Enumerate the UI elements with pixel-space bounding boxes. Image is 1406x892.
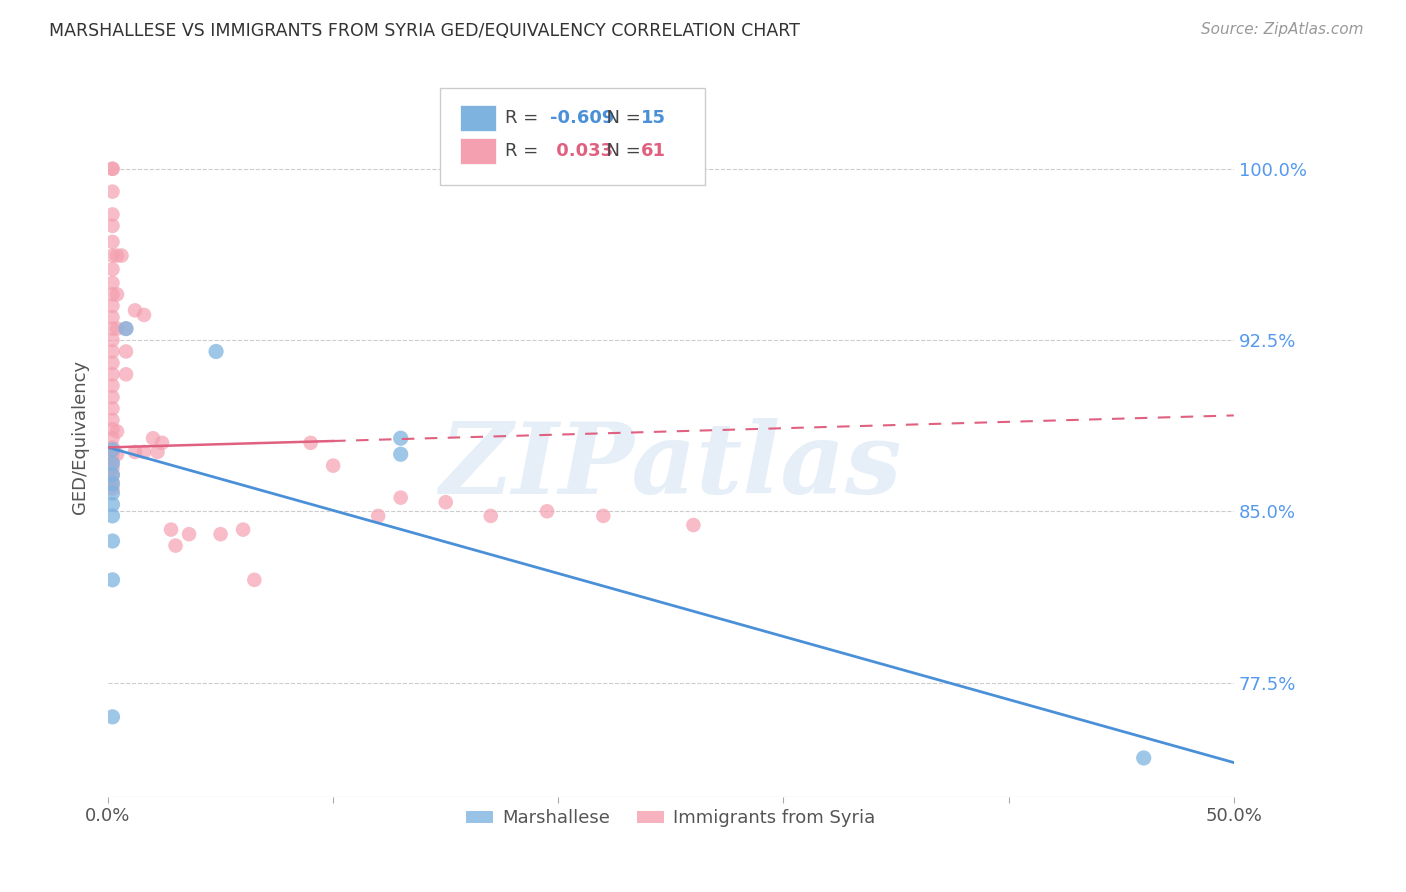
Text: R =: R = (505, 110, 544, 128)
Point (101, 498, 124, 512)
Point (243, 573, 266, 587)
Point (110, 249, 132, 263)
Point (165, 539, 187, 553)
Point (101, 299, 124, 313)
Point (101, 422, 124, 436)
Text: 0.033: 0.033 (550, 142, 613, 160)
Point (536, 504, 558, 518)
Point (232, 523, 254, 537)
Y-axis label: GED/Equivalency: GED/Equivalency (72, 360, 89, 514)
Point (389, 447, 412, 461)
Point (101, 467, 124, 482)
Point (124, 445, 146, 459)
Text: 61: 61 (641, 142, 665, 160)
Point (592, 508, 614, 523)
Point (105, 425, 128, 439)
Point (205, 344, 228, 359)
Text: MARSHALLESE VS IMMIGRANTS FROM SYRIA GED/EQUIVALENCY CORRELATION CHART: MARSHALLESE VS IMMIGRANTS FROM SYRIA GED… (49, 22, 800, 40)
Point (101, 310, 124, 325)
Point (101, 508, 124, 523)
Text: -0.609: -0.609 (550, 110, 614, 128)
Point (101, 534, 124, 549)
FancyBboxPatch shape (460, 105, 496, 131)
Point (105, 447, 128, 461)
Text: 15: 15 (641, 110, 665, 128)
Point (101, 477, 124, 491)
Point (101, 344, 124, 359)
Point (124, 303, 146, 318)
Point (101, 710, 124, 724)
Point (434, 495, 457, 509)
Point (101, 454, 124, 468)
Point (1132, 751, 1154, 765)
Point (682, 518, 704, 533)
Point (160, 523, 183, 537)
Point (389, 491, 412, 505)
FancyBboxPatch shape (460, 138, 496, 164)
Point (101, 461, 124, 475)
Point (101, 486, 124, 500)
Point (101, 262, 124, 277)
Point (101, 368, 124, 382)
Text: N =: N = (596, 110, 647, 128)
Point (101, 287, 124, 301)
Point (101, 207, 124, 221)
Point (367, 508, 389, 523)
Point (101, 276, 124, 290)
Point (101, 333, 124, 347)
Point (101, 185, 124, 199)
Point (101, 249, 124, 263)
Point (101, 321, 124, 335)
FancyBboxPatch shape (440, 88, 704, 186)
Point (115, 368, 138, 382)
Point (115, 321, 138, 335)
Point (101, 431, 124, 445)
Legend: Marshallese, Immigrants from Syria: Marshallese, Immigrants from Syria (458, 802, 883, 835)
Point (177, 527, 200, 541)
Text: N =: N = (596, 142, 647, 160)
Point (101, 441, 124, 455)
Point (101, 161, 124, 176)
Point (101, 467, 124, 482)
Point (101, 475, 124, 489)
Point (150, 435, 173, 450)
Point (101, 401, 124, 416)
Point (101, 235, 124, 249)
Point (101, 390, 124, 404)
Text: ZIPatlas: ZIPatlas (440, 417, 903, 514)
Point (299, 435, 322, 450)
Point (101, 456, 124, 470)
Point (101, 413, 124, 427)
Point (132, 308, 155, 322)
Point (105, 321, 128, 335)
Point (209, 527, 232, 541)
Text: R =: R = (505, 142, 544, 160)
Point (479, 508, 502, 523)
Point (322, 458, 344, 473)
Point (105, 249, 128, 263)
Point (101, 378, 124, 392)
Point (146, 445, 169, 459)
Point (142, 431, 165, 445)
Point (101, 447, 124, 461)
Point (101, 161, 124, 176)
Point (389, 431, 412, 445)
Point (101, 573, 124, 587)
Point (132, 445, 155, 459)
Point (105, 287, 128, 301)
Point (101, 356, 124, 370)
Point (115, 321, 138, 335)
Text: Source: ZipAtlas.com: Source: ZipAtlas.com (1201, 22, 1364, 37)
Point (115, 344, 138, 359)
Point (101, 482, 124, 496)
Point (101, 219, 124, 233)
Point (101, 442, 124, 457)
